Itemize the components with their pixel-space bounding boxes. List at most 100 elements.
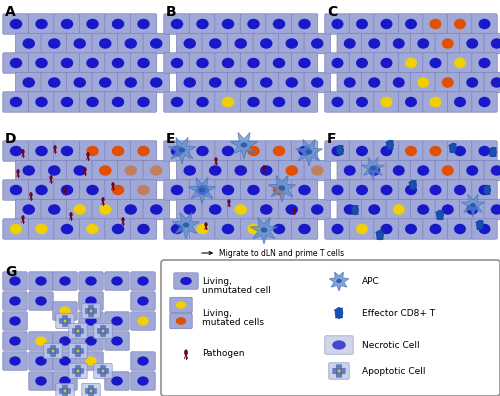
FancyBboxPatch shape — [304, 199, 330, 220]
Ellipse shape — [90, 390, 92, 392]
Ellipse shape — [442, 38, 454, 49]
Ellipse shape — [99, 204, 112, 215]
FancyBboxPatch shape — [448, 141, 472, 161]
Text: Pathogen: Pathogen — [202, 349, 244, 358]
Ellipse shape — [60, 336, 70, 346]
Ellipse shape — [298, 97, 310, 107]
FancyBboxPatch shape — [448, 92, 472, 112]
FancyBboxPatch shape — [16, 199, 42, 220]
Ellipse shape — [10, 97, 22, 107]
Ellipse shape — [405, 224, 417, 234]
Ellipse shape — [386, 142, 388, 143]
FancyBboxPatch shape — [266, 141, 292, 161]
FancyBboxPatch shape — [266, 53, 292, 73]
Ellipse shape — [150, 38, 162, 49]
FancyBboxPatch shape — [325, 53, 350, 73]
FancyBboxPatch shape — [164, 180, 190, 200]
Ellipse shape — [380, 185, 392, 195]
Ellipse shape — [228, 200, 230, 204]
Ellipse shape — [138, 146, 149, 156]
FancyBboxPatch shape — [278, 72, 305, 93]
FancyBboxPatch shape — [228, 160, 254, 181]
Ellipse shape — [418, 204, 429, 215]
Ellipse shape — [138, 376, 148, 386]
FancyBboxPatch shape — [79, 332, 103, 350]
Ellipse shape — [184, 350, 188, 355]
FancyBboxPatch shape — [98, 328, 108, 333]
Ellipse shape — [341, 308, 343, 310]
FancyBboxPatch shape — [423, 141, 448, 161]
FancyBboxPatch shape — [80, 92, 106, 112]
Ellipse shape — [454, 143, 456, 145]
FancyBboxPatch shape — [423, 180, 448, 200]
FancyBboxPatch shape — [350, 53, 374, 73]
Ellipse shape — [332, 97, 344, 107]
Ellipse shape — [442, 204, 454, 215]
FancyBboxPatch shape — [16, 160, 42, 181]
Ellipse shape — [60, 307, 70, 316]
FancyBboxPatch shape — [202, 33, 228, 54]
Ellipse shape — [86, 19, 99, 29]
FancyBboxPatch shape — [266, 219, 292, 239]
Ellipse shape — [344, 165, 356, 176]
FancyBboxPatch shape — [41, 33, 68, 54]
Ellipse shape — [86, 224, 99, 234]
Ellipse shape — [112, 97, 124, 107]
Ellipse shape — [352, 213, 354, 215]
FancyBboxPatch shape — [336, 365, 342, 377]
FancyBboxPatch shape — [472, 141, 497, 161]
Ellipse shape — [86, 296, 96, 306]
Ellipse shape — [418, 38, 429, 49]
Ellipse shape — [286, 38, 298, 49]
FancyBboxPatch shape — [53, 372, 77, 390]
Ellipse shape — [336, 147, 338, 148]
Ellipse shape — [222, 146, 234, 156]
Ellipse shape — [150, 165, 162, 176]
FancyBboxPatch shape — [170, 313, 192, 329]
Ellipse shape — [488, 193, 490, 194]
FancyBboxPatch shape — [16, 33, 42, 54]
Ellipse shape — [286, 165, 298, 176]
Text: Migrate to dLN and prime T cells: Migrate to dLN and prime T cells — [202, 249, 344, 257]
Ellipse shape — [222, 19, 234, 29]
Ellipse shape — [341, 316, 343, 318]
FancyBboxPatch shape — [337, 160, 362, 181]
Ellipse shape — [414, 188, 416, 190]
FancyBboxPatch shape — [253, 72, 280, 93]
FancyBboxPatch shape — [76, 326, 80, 337]
Ellipse shape — [491, 77, 500, 88]
Ellipse shape — [184, 165, 196, 176]
FancyBboxPatch shape — [54, 219, 80, 239]
Ellipse shape — [478, 19, 490, 29]
Ellipse shape — [454, 146, 466, 156]
FancyBboxPatch shape — [202, 72, 228, 93]
FancyBboxPatch shape — [143, 160, 170, 181]
Ellipse shape — [298, 224, 310, 234]
Text: Living,: Living, — [202, 277, 232, 286]
FancyBboxPatch shape — [228, 33, 254, 54]
FancyBboxPatch shape — [215, 141, 241, 161]
FancyBboxPatch shape — [28, 92, 54, 112]
Ellipse shape — [234, 165, 247, 176]
Text: A: A — [5, 5, 16, 19]
Ellipse shape — [491, 204, 500, 215]
FancyBboxPatch shape — [16, 72, 42, 93]
FancyBboxPatch shape — [472, 14, 497, 34]
FancyBboxPatch shape — [374, 14, 399, 34]
Ellipse shape — [178, 147, 186, 152]
Ellipse shape — [248, 97, 260, 107]
Ellipse shape — [450, 151, 452, 152]
Ellipse shape — [248, 146, 260, 156]
FancyBboxPatch shape — [131, 312, 155, 330]
Ellipse shape — [298, 146, 310, 156]
FancyBboxPatch shape — [130, 53, 156, 73]
Ellipse shape — [150, 77, 162, 88]
FancyBboxPatch shape — [472, 219, 497, 239]
FancyBboxPatch shape — [350, 92, 374, 112]
Ellipse shape — [86, 146, 99, 156]
Ellipse shape — [491, 165, 500, 176]
Ellipse shape — [273, 58, 285, 68]
Ellipse shape — [418, 165, 429, 176]
Ellipse shape — [454, 97, 466, 107]
FancyBboxPatch shape — [374, 180, 399, 200]
